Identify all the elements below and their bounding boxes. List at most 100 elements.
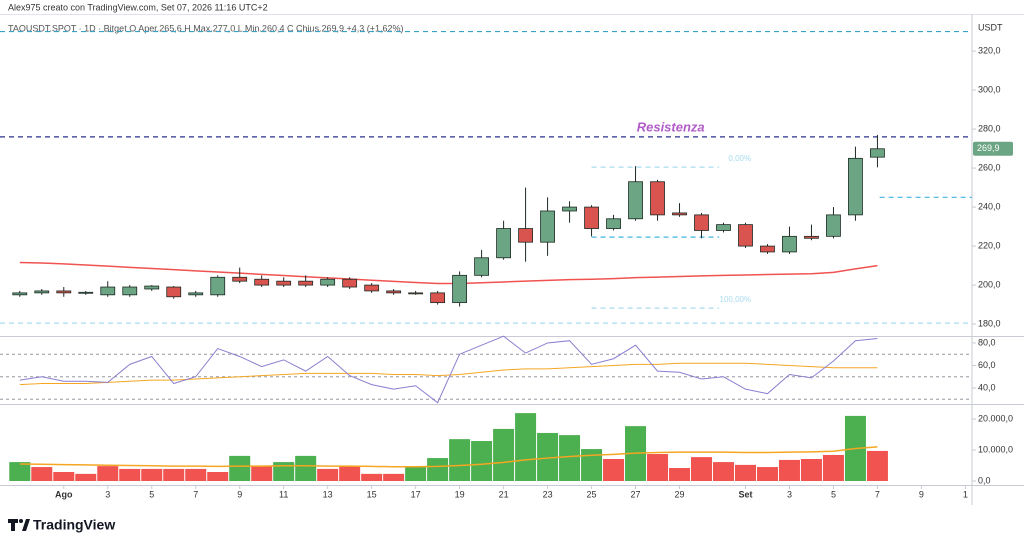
volume-bar: [734, 464, 756, 482]
volume-bar: [669, 467, 691, 482]
volume-bar: [800, 458, 822, 482]
volume-bar: [53, 472, 75, 482]
volume-bar: [559, 435, 581, 482]
volume-bar: [207, 472, 229, 482]
y-tick-label: 20.000,0: [978, 413, 1013, 423]
volume-bar: [9, 462, 31, 482]
level-label: Resistenza: [637, 119, 705, 134]
header: Alex975 creato con TradingView.com, Set …: [8, 2, 268, 12]
candle-body: [650, 181, 665, 216]
volume-bar: [339, 466, 361, 482]
x-tick-label: 5: [149, 489, 154, 499]
volume-bar: [361, 473, 383, 482]
volume-bar: [537, 432, 559, 482]
candle-body: [78, 291, 94, 294]
candle-body: [144, 285, 160, 290]
candle-body: [298, 280, 314, 286]
y-tick-label: 80,0: [978, 337, 996, 347]
volume-bar: [449, 439, 471, 482]
volume-bar: [603, 458, 625, 482]
candle-body: [716, 224, 731, 231]
volume-bar: [295, 455, 317, 482]
last-price-label: 269,9: [977, 143, 1000, 153]
candle-body: [122, 286, 138, 296]
x-tick-label: 3: [105, 489, 110, 499]
volume-bar: [471, 441, 493, 482]
candle-body: [320, 278, 336, 286]
volume-bar: [427, 458, 449, 482]
volume-bar: [778, 459, 800, 482]
x-tick-label: 21: [499, 489, 509, 499]
last-price-tag: [973, 141, 1013, 156]
volume-bar: [691, 457, 713, 482]
x-tick-label: 11: [279, 489, 288, 499]
volume-bar: [163, 468, 185, 482]
level-label: 100,00%: [720, 295, 752, 304]
y-tick-label: 10.000,0: [978, 444, 1013, 454]
rsi-line: [19, 335, 878, 404]
volume-bar: [229, 455, 251, 482]
volume-bar: [647, 454, 669, 482]
volume-bar: [141, 468, 163, 482]
x-tick-label: 29: [675, 489, 685, 499]
volume-bar: [317, 468, 339, 482]
x-tick-label: 27: [631, 489, 641, 499]
volume-bar: [119, 468, 141, 482]
x-tick-label: 23: [543, 489, 553, 499]
frame: [0, 14, 1024, 15]
y-tick-label: 40,0: [978, 382, 996, 392]
candle-body: [870, 148, 885, 158]
y-tick-label: 300,0: [978, 84, 1001, 94]
candle-body: [760, 245, 775, 253]
volume-bar: [713, 462, 735, 482]
volume-bar: [31, 467, 53, 482]
x-tick-label: 9: [919, 489, 924, 499]
x-tick-label: 7: [875, 489, 880, 499]
candle-body: [672, 212, 687, 216]
y-tick-label: 240,0: [978, 201, 1001, 211]
x-tick-label: 5: [831, 489, 836, 499]
candle-body: [342, 278, 358, 288]
x-tick-label: Set: [738, 489, 752, 499]
candle-body: [518, 228, 533, 243]
y-tick-label: 180,0: [978, 318, 1001, 328]
candle-body: [100, 286, 116, 296]
candle-body: [804, 235, 819, 239]
volume-bar: [756, 467, 778, 482]
level-label: 0,00%: [728, 154, 751, 163]
candle-body: [452, 274, 468, 304]
x-tick-label: 25: [587, 489, 597, 499]
y-tick-label: 0,0: [978, 475, 991, 485]
candle-body: [474, 257, 490, 276]
logo: TradingView: [33, 517, 115, 533]
ema-line: [19, 261, 878, 285]
logo-icon: [8, 519, 30, 531]
candle-body: [166, 286, 182, 298]
candle-body: [738, 224, 753, 247]
volume-bar: [405, 466, 427, 482]
volume-ma: [19, 446, 878, 468]
y-tick-label: 60,0: [978, 360, 996, 370]
candle-body: [694, 214, 709, 231]
x-tick-label: Ago: [55, 489, 73, 499]
candle-body: [276, 280, 292, 286]
candle-body: [408, 292, 424, 295]
y-tick-label: 320,0: [978, 45, 1001, 55]
y-tick-label: 260,0: [978, 162, 1001, 172]
volume-bar: [866, 450, 888, 482]
candle-body: [34, 290, 50, 294]
y-tick-label: 220,0: [978, 240, 1001, 250]
x-tick-label: 19: [455, 489, 465, 499]
candle-body: [232, 276, 248, 282]
volume-bar: [515, 413, 537, 482]
candle-body: [188, 292, 204, 296]
y-tick-label: 280,0: [978, 123, 1001, 133]
candle-body: [496, 228, 511, 259]
volume-bar: [97, 466, 119, 482]
x-tick-label: 9: [237, 489, 242, 499]
x-tick-label: 7: [193, 489, 198, 499]
candle-body: [782, 235, 797, 253]
volume-bar: [251, 466, 273, 482]
